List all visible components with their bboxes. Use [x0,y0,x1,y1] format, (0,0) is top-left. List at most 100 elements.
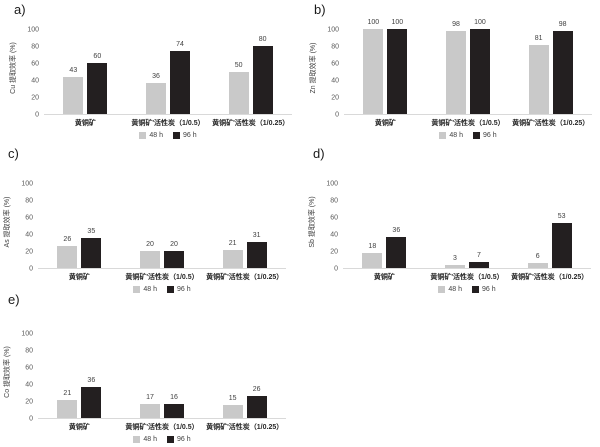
bar-value-label: 53 [557,212,566,220]
chart-area: Cu 提取效率 (%) 0 20 40 60 80 100 43 60 36 74 50 80 黄铜矿 黄铜… [6,20,298,139]
bar-value-label: 36 [87,377,96,385]
chart-area: Zn 提取效率 (%) 0 20 40 60 80 100 100 100 98 100 81 98 黄铜… [306,19,598,139]
chart-row: Cu 提取效率 (%) 0 20 40 60 80 100 43 60 36 74 50 80 [6,20,298,119]
y-axis-title-column: Zn 提取效率 (%) [306,20,320,115]
bar-48h [363,29,384,114]
bar-value-label: 15 [228,395,237,403]
category-label: 黄铜矿'活性炭（1/0.25） [512,120,590,127]
bar-with-label: 31 [246,232,267,268]
bar-48h [222,405,243,418]
bar-with-label: 100 [387,19,408,114]
legend: 48 h 96 h [344,132,592,139]
y-axis-ticks: 0 20 40 60 80 100 [20,20,44,119]
legend-item: 48 h [133,436,157,443]
bar-with-label: 17 [139,394,160,418]
y-tick-label: 40 [331,77,339,85]
legend-item: 96 h [167,286,191,293]
category-label: 黄铜矿'活性炭（1/0.25） [206,424,284,431]
legend-swatch-icon [139,132,147,139]
bar-group: 21 36 [57,377,102,418]
y-tick-label: 0 [335,111,339,119]
category-label: 黄铜矿'活性炭（1/0.5） [125,424,199,431]
y-tick-label: 100 [21,330,33,338]
bar-with-label: 21 [57,390,78,418]
bar-group: 18 36 [362,227,407,268]
bar-value-label: 100 [391,19,404,26]
bar-group: 43 60 [63,53,108,114]
bar-with-label: 3 [444,255,465,268]
y-axis-title: Co 提取效率 (%) [4,345,11,398]
legend-label: 48 h [143,436,157,443]
category-label: 黄铜矿'活性炭（1/0.5） [125,274,199,281]
bar-96h [163,251,184,268]
y-tick-label: 20 [25,248,33,256]
bar-value-label: 81 [534,35,543,43]
category-label: 黄铜矿'活性炭（1/0.5） [431,120,505,127]
panel-letter: b) [314,2,326,17]
chart-panel-d: d) Sb 提取效率 (%) 0 20 40 60 80 100 18 36 3 7 6 53 黄铜矿 黄铜矿… [305,146,598,293]
y-tick-label: 100 [27,26,39,34]
bar-with-label: 35 [81,228,102,268]
bar-value-label: 98 [452,20,460,28]
bar-value-label: 36 [152,73,160,81]
y-tick-label: 80 [331,43,339,51]
bar-value-label: 43 [69,67,78,75]
y-tick-label: 40 [330,231,338,239]
bar-value-label: 21 [228,240,237,248]
bar-48h [222,250,243,268]
bar-96h [246,395,267,418]
bar-group: 15 26 [222,385,267,418]
bar-48h [63,77,84,114]
category-labels: 黄铜矿 黄铜矿'活性炭（1/0.5） 黄铜矿'活性炭（1/0.25） [343,272,591,282]
category-label: 黄铜矿'活性炭（1/0.25） [511,274,589,281]
y-tick-label: 60 [31,60,39,68]
y-tick-label: 0 [29,265,33,273]
category-label: 黄铜矿 [74,120,96,127]
y-axis-ticks: 0 20 40 60 80 100 [14,174,38,273]
legend-label: 48 h [143,286,157,293]
legend-item: 48 h [438,286,462,293]
category-label: 黄铜矿'活性炭（1/0.5） [430,274,504,281]
bar-with-label: 26 [246,385,267,418]
bar-group: 81 98 [528,21,573,114]
category-labels: 黄铜矿 黄铜矿'活性炭（1/0.5） 黄铜矿'活性炭（1/0.25） [38,422,286,432]
bar-96h [386,237,407,268]
chart-panel-c: c) As 提取效率 (%) 0 20 40 60 80 100 26 35 20 20 21 31 黄铜矿… [0,146,298,293]
legend-swatch-icon [472,286,479,293]
bar-with-label: 43 [63,67,84,114]
category-label: 黄铜矿'活性炭（1/0.25） [212,120,290,127]
legend-swatch-icon [173,132,180,139]
y-tick-label: 60 [25,214,33,222]
bar-with-label: 36 [145,73,166,114]
legend-label: 96 h [482,286,496,293]
y-tick-label: 20 [330,248,338,256]
bar-with-label: 81 [528,35,549,114]
bar-value-label: 20 [170,241,178,248]
bar-48h [139,403,160,418]
bar-value-label: 6 [535,252,540,260]
chart-panel-e: e) Co 提取效率 (%) 0 20 40 60 80 100 21 36 17 16 15 26 黄铜矿… [0,292,298,444]
bar-value-label: 18 [368,242,377,250]
y-tick-label: 60 [331,60,339,68]
bar-96h [552,30,573,114]
y-tick-label: 40 [25,231,33,239]
bar-48h [362,252,383,268]
bar-with-label: 80 [252,36,273,114]
y-axis-title-column: As 提取效率 (%) [0,174,14,269]
bar-96h [81,387,102,418]
category-labels: 黄铜矿 黄铜矿'活性炭（1/0.5） 黄铜矿'活性炭（1/0.25） [344,118,592,128]
y-tick-label: 80 [25,347,33,355]
bar-value-label: 26 [252,385,261,393]
y-axis-ticks: 0 20 40 60 80 100 [14,324,38,423]
bar-with-label: 15 [222,395,243,418]
bar-group: 50 80 [228,36,273,114]
bar-with-label: 100 [469,19,490,114]
bar-96h [163,404,184,418]
bar-value-label: 26 [63,235,72,243]
bar-with-label: 74 [169,41,190,114]
legend-swatch-icon [133,436,141,443]
bar-96h [469,29,490,114]
bar-48h [228,71,249,114]
